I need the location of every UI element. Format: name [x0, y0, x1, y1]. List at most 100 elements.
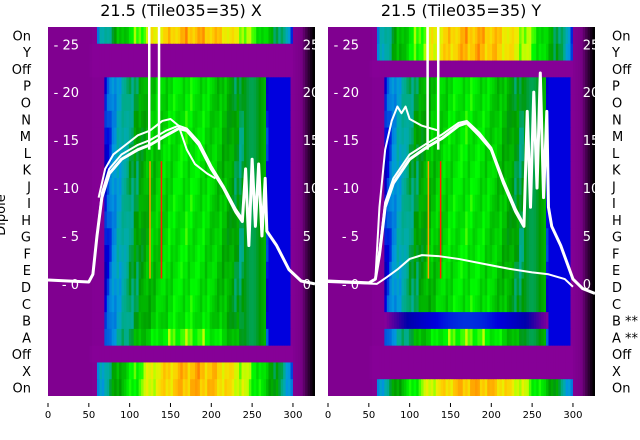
heatmap-cell [221, 27, 225, 45]
heatmap-cell [575, 194, 579, 212]
heatmap-cell [160, 27, 164, 45]
heatmap-cell [411, 312, 415, 330]
heatmap-cell [126, 194, 130, 212]
heatmap-cell [423, 60, 427, 78]
heatmap-cell [292, 312, 296, 330]
heatmap-cell [533, 194, 537, 212]
heatmap-cell [99, 278, 103, 296]
heatmap-cell [430, 278, 434, 296]
heatmap-cell [479, 110, 483, 129]
heatmap-cell [492, 278, 496, 296]
heatmap-cell [109, 194, 113, 212]
heatmap-cell [224, 278, 228, 296]
heatmap-cell [114, 295, 118, 313]
heatmap-cell [484, 261, 488, 280]
heatmap-cell [302, 194, 306, 212]
heatmap-cell [268, 312, 272, 330]
heatmap-cell [204, 161, 208, 179]
heatmap-cell [521, 379, 525, 396]
heatmap-cell [558, 278, 562, 296]
heatmap-cell [538, 345, 542, 363]
heatmap-cell [560, 27, 564, 45]
heatmap-cell [474, 77, 478, 95]
heatmap-cell [175, 177, 179, 196]
heatmap-cell [394, 127, 398, 145]
heatmap-cell [553, 379, 557, 396]
heatmap-cell [543, 312, 547, 330]
heatmap-cell [487, 379, 491, 396]
heatmap-cell [246, 295, 250, 313]
heatmap-cell [558, 110, 562, 129]
heatmap-cell [48, 77, 51, 95]
heatmap-cell [278, 345, 282, 363]
heatmap-cell [114, 245, 118, 263]
heatmap-cell [182, 345, 186, 363]
heatmap-cell [421, 228, 425, 246]
heatmap-cell [190, 228, 194, 246]
heatmap-cell [376, 261, 380, 280]
heatmap-cell [148, 144, 152, 162]
heatmap-cell [101, 110, 105, 129]
heatmap-cell [302, 77, 306, 95]
heatmap-cell [209, 312, 213, 330]
heatmap-cell [224, 362, 228, 380]
heatmap-cell [340, 379, 344, 396]
heatmap-cell [300, 43, 304, 62]
heatmap-cell [460, 110, 464, 129]
heatmap-cell [143, 345, 147, 363]
heatmap-cell [428, 295, 432, 313]
heatmap-cell [428, 144, 432, 162]
heatmap-cell [337, 261, 341, 280]
x-tick-label: 250 [523, 410, 542, 421]
heatmap-cell [67, 211, 71, 229]
heatmap-cell [133, 362, 137, 380]
heatmap-cell [482, 211, 486, 229]
heatmap-cell [399, 245, 402, 263]
heatmap-cell [472, 211, 476, 229]
heatmap-cell [55, 177, 59, 196]
heatmap-cell [104, 362, 108, 380]
heatmap-cell [82, 379, 86, 396]
heatmap-cell [310, 328, 314, 347]
heatmap-cell [248, 27, 252, 45]
heatmap-cell [538, 60, 542, 78]
heatmap-cell [563, 261, 567, 280]
heatmap-cell [150, 161, 154, 179]
heatmap-cell [337, 161, 341, 179]
heatmap-cell [278, 211, 282, 229]
heatmap-cell [62, 60, 66, 78]
heatmap-cell [362, 312, 366, 330]
heatmap-cell [266, 278, 269, 296]
heatmap-cell [462, 379, 466, 396]
heatmap-cell [433, 345, 437, 363]
heatmap-cell [270, 362, 274, 380]
heatmap-cell [292, 261, 296, 280]
heatmap-cell [204, 110, 208, 129]
heatmap-cell [246, 161, 250, 179]
heatmap-cell [133, 295, 137, 313]
heatmap-cell [585, 144, 589, 162]
heatmap-cell [546, 345, 549, 363]
heatmap-cell [278, 60, 282, 78]
heatmap-cell [234, 43, 238, 62]
heatmap-cell [396, 77, 400, 95]
heatmap-cell [292, 144, 296, 162]
heatmap-cell [484, 312, 488, 330]
heatmap-cell [448, 211, 451, 229]
heatmap-cell [521, 77, 525, 95]
heatmap-cell [580, 362, 584, 380]
heatmap-cell [443, 228, 447, 246]
heatmap-cell [484, 379, 488, 396]
heatmap-cell [487, 60, 491, 78]
heatmap-cell [484, 278, 488, 296]
heatmap-cell [109, 127, 113, 145]
heatmap-cell [111, 345, 115, 363]
heatmap-cell [65, 110, 69, 129]
heatmap-cell [214, 27, 218, 45]
heatmap-cell [342, 77, 346, 95]
heatmap-cell [467, 161, 471, 179]
heatmap-cell [261, 27, 265, 45]
heatmap-cell [226, 295, 230, 313]
heatmap-cell [241, 261, 245, 280]
heatmap-cell [332, 261, 336, 280]
